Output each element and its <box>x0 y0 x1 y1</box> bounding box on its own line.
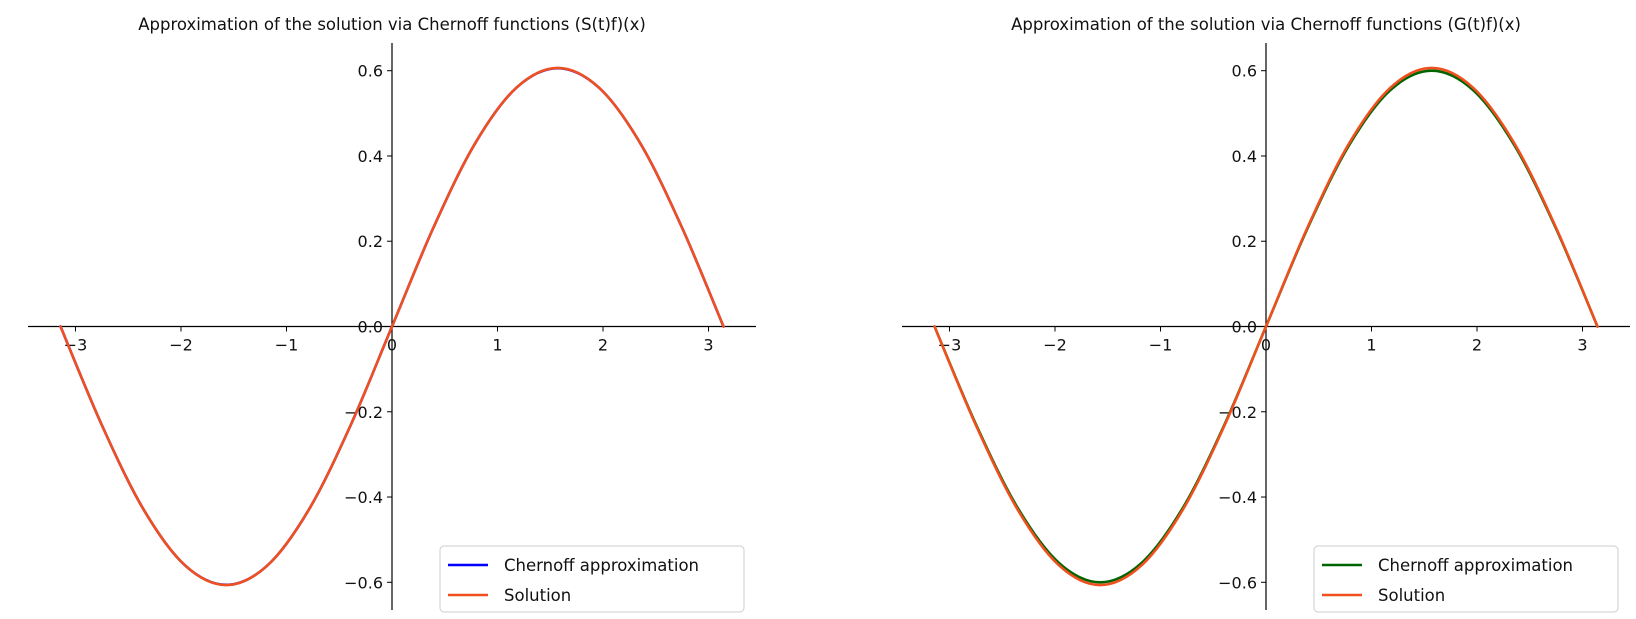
y-tick-label: 0.2 <box>358 232 383 251</box>
y-tick-label: 0.0 <box>1232 318 1257 337</box>
legend: Chernoff approximation Solution <box>439 545 745 613</box>
series-line-solution <box>59 66 725 587</box>
x-tick-label: −1 <box>275 336 299 355</box>
chart-panel-1: Approximation of the solution via Cherno… <box>28 15 756 613</box>
x-tick-label: −1 <box>1149 336 1173 355</box>
legend-label: Solution <box>504 586 571 605</box>
x-tick-label: 3 <box>703 336 713 355</box>
x-tick-label: 1 <box>1366 336 1376 355</box>
x-tick-label: −2 <box>1043 336 1067 355</box>
chart-title: Approximation of the solution via Cherno… <box>138 15 646 34</box>
y-tick-label: 0.2 <box>1232 232 1257 251</box>
y-tick-label: −0.6 <box>1218 573 1257 592</box>
chart-title: Approximation of the solution via Cherno… <box>1011 15 1521 34</box>
y-tick-label: 0.0 <box>358 318 383 337</box>
y-tick-label: −0.2 <box>344 403 383 422</box>
y-tick-label: 0.6 <box>1232 62 1257 81</box>
y-tick-label: −0.6 <box>344 573 383 592</box>
legend-label: Chernoff approximation <box>504 556 699 575</box>
y-tick-label: 0.6 <box>358 62 383 81</box>
legend-box <box>439 545 745 613</box>
y-tick-label: −0.4 <box>344 488 383 507</box>
x-tick-label: 0 <box>387 336 397 355</box>
y-tick-label: −0.4 <box>1218 488 1257 507</box>
x-tick-label: 0 <box>1261 336 1271 355</box>
y-tick-label: 0.4 <box>358 147 383 166</box>
chart-panel-2: Approximation of the solution via Cherno… <box>902 15 1630 613</box>
legend-box <box>1313 545 1619 613</box>
y-tick-label: −0.2 <box>1218 403 1257 422</box>
x-tick-label: 3 <box>1577 336 1587 355</box>
series-line-solution <box>933 66 1599 587</box>
x-tick-label: −2 <box>169 336 193 355</box>
legend: Chernoff approximation Solution <box>1313 545 1619 613</box>
x-tick-label: 1 <box>492 336 502 355</box>
legend-label: Chernoff approximation <box>1378 556 1573 575</box>
legend-label: Solution <box>1378 586 1445 605</box>
y-tick-label: 0.4 <box>1232 147 1257 166</box>
x-tick-label: 2 <box>598 336 608 355</box>
x-tick-label: 2 <box>1472 336 1482 355</box>
